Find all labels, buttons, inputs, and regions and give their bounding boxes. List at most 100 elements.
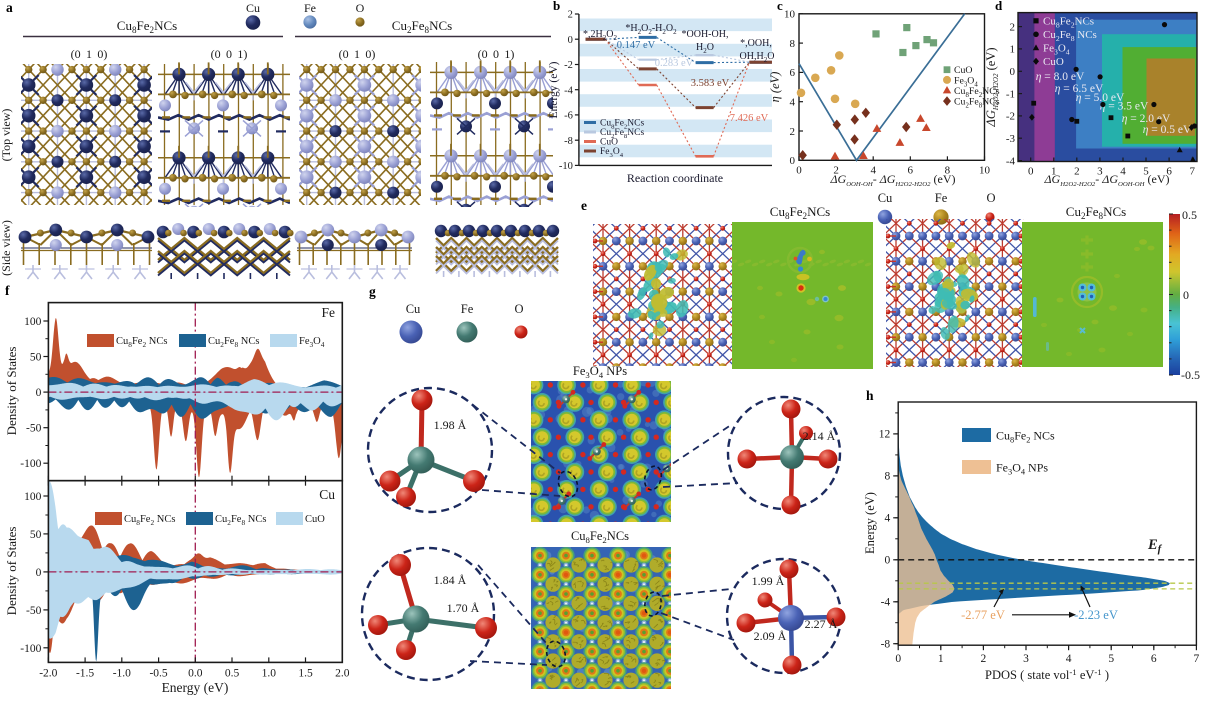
svg-text:Cu8​Fe2​ NCs: Cu8​Fe2​ NCs — [996, 429, 1055, 445]
svg-text:Cu: Cu — [878, 191, 893, 205]
svg-text:*,OOH,: *,OOH, — [740, 38, 772, 49]
svg-text:7.426 eV: 7.426 eV — [730, 113, 769, 124]
svg-text:d: d — [995, 0, 1003, 13]
svg-text:-50: -50 — [26, 605, 42, 617]
svg-text:-100: -100 — [20, 643, 41, 655]
svg-text:-2.77 eV: -2.77 eV — [961, 608, 1005, 622]
svg-text:8: 8 — [790, 38, 796, 50]
svg-text:-10: -10 — [559, 161, 573, 172]
svg-text:Fe: Fe — [461, 302, 474, 316]
svg-text:Energy (eV): Energy (eV) — [863, 492, 877, 554]
svg-text:1.5: 1.5 — [298, 667, 313, 679]
svg-text:-1.0: -1.0 — [113, 667, 131, 679]
svg-text:Fe: Fe — [322, 305, 336, 320]
svg-text:50: 50 — [30, 529, 42, 541]
svg-text:a: a — [6, 0, 13, 15]
svg-text:Cu8​Fe2​NCs: Cu8​Fe2​NCs — [1043, 16, 1094, 30]
svg-text:-2: -2 — [564, 60, 573, 71]
svg-text:4: 4 — [1066, 653, 1072, 665]
svg-text:0: 0 — [36, 387, 42, 399]
svg-text:Fe: Fe — [935, 191, 948, 205]
svg-text:-1: -1 — [1006, 88, 1015, 100]
svg-text:0.5: 0.5 — [225, 667, 240, 679]
svg-text:(0 0 1): (0 0 1) — [478, 47, 515, 61]
svg-text:η (eV): η (eV) — [768, 72, 782, 103]
svg-text:-0.5: -0.5 — [149, 667, 167, 679]
svg-text:0: 0 — [895, 653, 901, 665]
svg-text:4: 4 — [884, 513, 890, 525]
svg-text:50: 50 — [30, 352, 42, 364]
svg-text:Cu: Cu — [246, 1, 260, 15]
svg-text:0.283 eV: 0.283 eV — [655, 58, 694, 69]
svg-text:10: 10 — [784, 9, 796, 21]
svg-text:Cu2​Fe8​ NCs: Cu2​Fe8​ NCs — [1043, 29, 1097, 43]
svg-text:10: 10 — [979, 164, 991, 176]
svg-text:(0 0 1): (0 0 1) — [211, 47, 248, 61]
svg-text:100: 100 — [24, 316, 42, 328]
svg-text:h: h — [866, 388, 874, 403]
svg-text:0.147 eV: 0.147 eV — [617, 40, 656, 51]
svg-text:Density of States: Density of States — [4, 527, 19, 616]
svg-text:0: 0 — [884, 555, 890, 567]
svg-text:b: b — [553, 0, 560, 13]
svg-text:100: 100 — [24, 491, 42, 503]
svg-text:12: 12 — [879, 429, 891, 441]
svg-text:7: 7 — [1189, 166, 1195, 178]
svg-text:O: O — [514, 302, 523, 316]
svg-text:-4: -4 — [881, 597, 891, 609]
svg-text:3: 3 — [1023, 653, 1029, 665]
svg-text:Reaction coordinate: Reaction coordinate — [627, 171, 723, 185]
svg-text:0.5: 0.5 — [1182, 208, 1197, 222]
svg-text:Energy (eV): Energy (eV) — [162, 680, 229, 695]
svg-text:PDOS ( state vol-1​ eV-1​ ): PDOS ( state vol-1​ eV-1​ ) — [985, 667, 1109, 682]
svg-text:-2: -2 — [1006, 111, 1015, 123]
svg-text:CuO: CuO — [600, 138, 618, 148]
svg-text:1.0: 1.0 — [262, 667, 277, 679]
svg-text:O: O — [356, 1, 365, 15]
svg-text:Cu8​Fe2​NCs: Cu8​Fe2​NCs — [117, 18, 177, 35]
svg-text:Cu8​Fe2​NCs: Cu8​Fe2​NCs — [571, 529, 629, 545]
svg-text:-6: -6 — [564, 111, 573, 122]
svg-text:Cu: Cu — [319, 487, 335, 502]
svg-text:2: 2 — [1010, 21, 1016, 33]
svg-text:(Top view): (Top view) — [0, 109, 13, 162]
svg-text:-8: -8 — [564, 136, 573, 147]
svg-text:1: 1 — [1010, 44, 1016, 56]
svg-text:0: 0 — [1183, 288, 1189, 302]
svg-text:g: g — [369, 284, 376, 299]
svg-text:-2.23 eV: -2.23 eV — [1074, 608, 1118, 622]
svg-text:0: 0 — [796, 164, 802, 176]
svg-text:f: f — [5, 283, 10, 298]
svg-text:-8: -8 — [881, 639, 891, 651]
svg-text:-1.5: -1.5 — [76, 667, 94, 679]
svg-text:Fe: Fe — [304, 1, 316, 15]
svg-text:-50: -50 — [26, 423, 42, 435]
svg-text:1.99 Å: 1.99 Å — [752, 574, 785, 588]
svg-text:-100: -100 — [20, 458, 41, 470]
svg-text:2.14 Å: 2.14 Å — [803, 429, 836, 443]
svg-text:2: 2 — [1074, 166, 1080, 178]
svg-text:1.98 Å: 1.98 Å — [434, 418, 467, 432]
svg-text:2: 2 — [568, 10, 573, 21]
svg-text:η = 0.5 eV: η = 0.5 eV — [1143, 124, 1192, 136]
svg-text:CuO: CuO — [1043, 56, 1064, 68]
svg-text:(Side view): (Side view) — [0, 220, 13, 276]
svg-text:-4: -4 — [1006, 155, 1016, 167]
svg-text:η = 3.5 eV: η = 3.5 eV — [1100, 101, 1149, 113]
svg-text:0: 0 — [1028, 166, 1034, 178]
svg-text:8: 8 — [884, 471, 890, 483]
svg-text:CuO: CuO — [305, 514, 325, 525]
svg-text:0: 0 — [36, 567, 42, 579]
svg-text:e: e — [581, 198, 587, 213]
svg-text:6: 6 — [1151, 653, 1157, 665]
svg-text:3.583 eV: 3.583 eV — [691, 78, 730, 89]
svg-text:1: 1 — [938, 653, 944, 665]
svg-text:Cu: Cu — [406, 302, 421, 316]
svg-text:0: 0 — [568, 35, 573, 46]
svg-text:O: O — [986, 191, 995, 205]
svg-text:Density of States: Density of States — [4, 347, 19, 436]
svg-text:Energy (eV): Energy (eV) — [548, 61, 560, 118]
svg-text:6: 6 — [908, 164, 914, 176]
svg-text:1.70 Å: 1.70 Å — [447, 601, 480, 615]
svg-text:2.09 Å: 2.09 Å — [754, 629, 787, 643]
